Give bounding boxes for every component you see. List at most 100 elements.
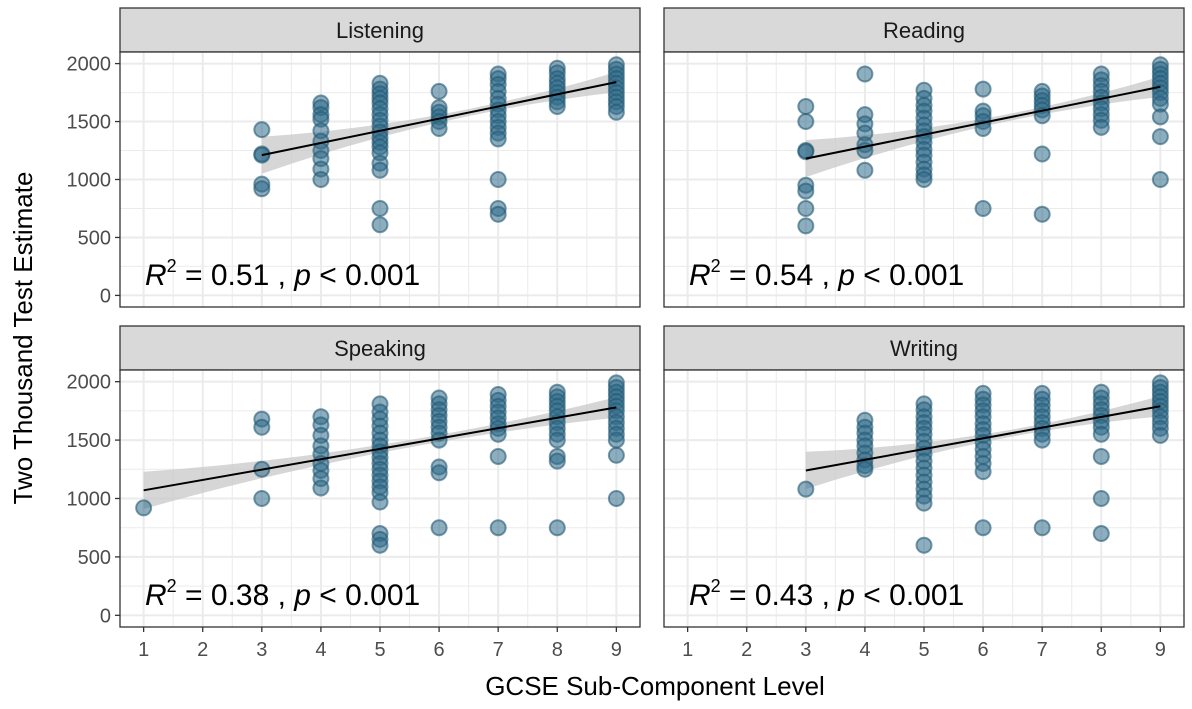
stat-annotation-reading: R2 = 0.54 , p < 0.001	[689, 256, 964, 292]
data-point	[489, 425, 507, 443]
strip-title-listening: Listening	[336, 18, 424, 43]
data-point	[548, 431, 566, 449]
data-point	[856, 65, 874, 83]
y-tick-label: 1500	[67, 112, 112, 134]
data-point	[253, 490, 271, 507]
data-point	[548, 519, 566, 537]
data-point	[253, 418, 271, 436]
x-tick-label: 4	[315, 639, 326, 661]
data-point	[1033, 205, 1051, 223]
data-point	[1033, 519, 1051, 537]
x-axis-title: GCSE Sub-Component Level	[485, 671, 825, 701]
data-point	[797, 480, 815, 498]
x-tick-label: 3	[800, 639, 811, 661]
fit-line-speaking	[143, 406, 617, 492]
data-point	[797, 217, 815, 235]
strip-header-listening	[119, 7, 641, 53]
x-tick-label: 1	[682, 639, 693, 661]
panel-speaking: Speaking R2 = 0.38 , p < 0.001 0 500 1000 150…	[67, 325, 641, 661]
strip-title-reading: Reading	[883, 18, 965, 43]
data-point	[1151, 108, 1169, 126]
data-point	[974, 120, 992, 137]
strip-header-speaking	[119, 325, 641, 371]
x-tick-label: 8	[1096, 639, 1107, 661]
x-tick-label: 7	[493, 639, 504, 661]
stat-annotation-writing: R2 = 0.43 , p < 0.001	[689, 576, 964, 612]
data-point	[548, 452, 566, 470]
data-point	[607, 103, 625, 121]
data-point	[1092, 447, 1110, 465]
data-point	[489, 205, 507, 223]
data-point	[548, 97, 566, 115]
data-point	[607, 490, 625, 507]
data-point	[1151, 426, 1169, 444]
confidence-band-writing	[805, 396, 1161, 490]
data-point	[856, 161, 874, 179]
x-tick-label: 2	[197, 639, 208, 661]
confidence-band-listening	[261, 72, 617, 174]
data-point	[974, 519, 992, 537]
y-tick-label: 2000	[67, 54, 112, 76]
data-point	[253, 180, 271, 198]
data-point	[430, 82, 448, 100]
data-point	[797, 199, 815, 217]
data-point	[974, 80, 992, 98]
data-point	[371, 536, 389, 554]
y-tick-label: 1000	[67, 170, 112, 192]
x-tick-label: 5	[918, 639, 929, 661]
x-tick-label: 7	[1037, 639, 1048, 661]
y-tick-label: 0	[100, 605, 111, 627]
data-point	[915, 536, 933, 554]
data-point	[1033, 431, 1051, 449]
strip-header-writing	[663, 325, 1185, 371]
data-point	[135, 499, 153, 517]
data-point	[915, 494, 933, 512]
panel-border-reading	[663, 51, 1185, 308]
data-point	[489, 171, 507, 188]
x-tick-label: 2	[741, 639, 752, 661]
stat-annotation-listening: R2 = 0.51 , p < 0.001	[145, 256, 420, 292]
y-axis-title: Two Thousand Test Estimate	[8, 172, 38, 505]
y-tick-label: 500	[78, 227, 111, 249]
data-point	[797, 182, 815, 200]
data-point	[974, 463, 992, 481]
data-point	[1092, 425, 1110, 443]
data-point	[371, 493, 389, 511]
strip-title-writing: Writing	[890, 336, 958, 361]
fit-line-writing	[805, 405, 1161, 472]
panel-writing: Writing R2 = 0.43 , p < 0.001 1 2 3 4 5 6 7 8 9	[663, 325, 1185, 661]
data-point	[1151, 128, 1169, 146]
data-point	[430, 519, 448, 537]
data-point	[797, 97, 815, 115]
data-point	[856, 460, 874, 478]
x-tick-label: 6	[434, 639, 445, 661]
data-point	[312, 479, 330, 497]
data-point	[1092, 118, 1110, 136]
data-point	[489, 447, 507, 465]
data-point	[253, 121, 271, 139]
x-tick-label: 4	[859, 639, 870, 661]
data-point	[607, 431, 625, 449]
y-tick-label: 500	[78, 547, 111, 569]
panel-reading: Reading R2 = 0.54 , p < 0.001	[663, 7, 1185, 308]
data-point	[974, 199, 992, 217]
x-tick-label: 3	[256, 639, 267, 661]
strip-title-speaking: Speaking	[334, 336, 426, 361]
y-tick-label: 1000	[67, 489, 112, 511]
x-tick-label: 6	[978, 639, 989, 661]
x-tick-label: 9	[611, 639, 622, 661]
y-tick-label: 1500	[67, 430, 112, 452]
data-point	[797, 143, 815, 161]
x-tick-label: 9	[1155, 639, 1166, 661]
data-point	[489, 519, 507, 537]
data-point	[915, 171, 933, 188]
x-tick-label: 5	[374, 639, 385, 661]
data-point	[430, 464, 448, 482]
fit-line-listening	[261, 81, 617, 157]
confidence-band-reading	[805, 76, 1161, 178]
data-point	[312, 171, 330, 188]
data-point	[1033, 145, 1051, 163]
y-tick-label: 2000	[67, 372, 112, 394]
